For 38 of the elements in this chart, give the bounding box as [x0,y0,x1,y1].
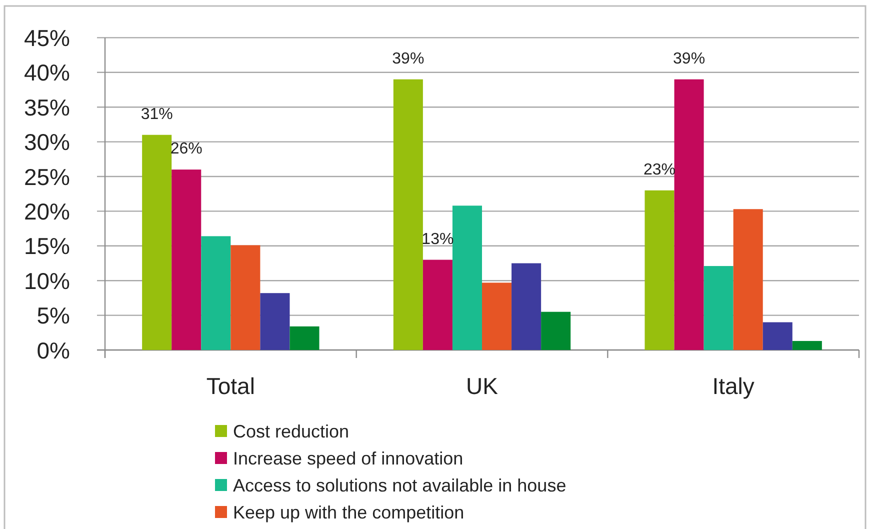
bar [704,266,734,350]
y-tick-label: 45% [24,24,70,51]
bar [452,206,482,350]
y-tick-label: 20% [24,198,70,224]
bar [142,134,172,350]
data-label: 31% [140,106,173,123]
bar [422,260,452,350]
x-tick-label: UK [466,373,499,399]
bar [290,326,320,350]
data-label: 39% [673,50,706,68]
x-tick-label: Italy [712,373,755,399]
y-tick-label: 25% [24,164,70,190]
bar [230,245,260,350]
legend-label: Keep up with the competition [233,502,464,522]
bar [541,312,571,350]
bar [482,282,512,350]
bar [674,79,704,350]
y-tick-label: 30% [24,129,70,156]
bar [512,263,542,350]
bar [172,170,202,350]
x-tick-label: Total [206,373,255,399]
bar [733,209,763,350]
bar [762,322,792,350]
legend-label: Increase speed of innovation [233,448,464,468]
bar [260,293,290,350]
y-tick-label: 15% [24,233,70,260]
y-tick-label: 10% [24,268,70,294]
bar [792,340,822,350]
y-tick-label: 0% [36,337,70,364]
data-label: 39% [392,50,424,68]
bar [393,79,423,350]
bar [644,190,674,350]
legend-label: Cost reduction [233,421,350,442]
y-tick-label: 35% [24,94,70,120]
legend-label: Access to solutions not available in house [233,475,566,496]
y-tick-label: 5% [36,302,70,329]
bar [201,236,231,350]
y-tick-label: 40% [24,60,70,86]
